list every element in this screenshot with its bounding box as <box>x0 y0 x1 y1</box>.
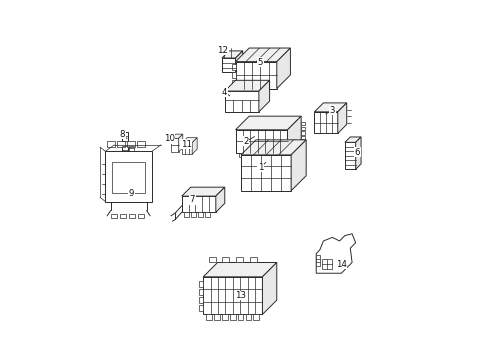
Bar <box>276 153 282 157</box>
Bar <box>253 315 259 320</box>
Polygon shape <box>222 58 235 72</box>
Bar <box>199 305 203 311</box>
Bar <box>110 214 117 218</box>
Polygon shape <box>344 137 360 142</box>
Bar <box>120 214 126 218</box>
Bar <box>128 214 135 218</box>
Bar <box>137 140 145 147</box>
Bar <box>183 212 188 217</box>
Bar <box>198 212 203 217</box>
Bar <box>107 140 115 147</box>
Polygon shape <box>112 162 144 193</box>
Text: 11: 11 <box>181 140 191 149</box>
Bar <box>266 153 273 157</box>
Bar <box>239 153 245 157</box>
Polygon shape <box>258 80 269 112</box>
Bar <box>129 142 134 151</box>
Polygon shape <box>178 134 183 152</box>
Bar <box>301 136 304 139</box>
Bar <box>231 72 235 78</box>
Polygon shape <box>287 116 301 153</box>
Text: 2: 2 <box>243 137 248 146</box>
Polygon shape <box>182 138 197 143</box>
Text: 5: 5 <box>257 58 263 67</box>
Polygon shape <box>203 277 262 315</box>
Bar <box>235 257 243 262</box>
Polygon shape <box>314 112 337 134</box>
Polygon shape <box>224 80 269 91</box>
Bar <box>214 315 219 320</box>
Polygon shape <box>241 155 290 191</box>
Bar <box>316 255 319 266</box>
Bar <box>245 315 251 320</box>
Polygon shape <box>235 51 242 72</box>
Bar <box>199 282 203 287</box>
Text: 8: 8 <box>120 130 125 139</box>
Bar <box>190 212 196 217</box>
Text: 12: 12 <box>217 46 228 55</box>
Polygon shape <box>235 48 290 62</box>
Bar <box>301 131 304 135</box>
Text: 1: 1 <box>257 163 263 172</box>
Bar <box>231 64 235 70</box>
Polygon shape <box>344 142 355 169</box>
Bar <box>127 140 135 147</box>
Polygon shape <box>290 140 305 191</box>
Text: 3: 3 <box>329 105 334 114</box>
Polygon shape <box>182 143 192 154</box>
Bar <box>229 315 235 320</box>
Polygon shape <box>171 138 178 152</box>
Bar <box>257 153 264 157</box>
Bar <box>117 140 125 147</box>
Text: 14: 14 <box>335 260 346 269</box>
Polygon shape <box>235 130 287 153</box>
Polygon shape <box>222 51 242 58</box>
Text: 9: 9 <box>128 189 134 198</box>
Bar <box>321 259 332 269</box>
Polygon shape <box>171 134 183 138</box>
Text: 10: 10 <box>163 134 174 143</box>
Polygon shape <box>276 48 290 89</box>
Bar <box>204 212 210 217</box>
Bar <box>301 127 304 130</box>
Polygon shape <box>355 137 360 169</box>
Bar <box>208 257 215 262</box>
Polygon shape <box>105 151 152 202</box>
Text: 6: 6 <box>354 148 360 157</box>
Polygon shape <box>203 262 276 277</box>
Polygon shape <box>337 103 346 134</box>
Text: 13: 13 <box>235 291 246 300</box>
Polygon shape <box>182 196 215 212</box>
Bar <box>206 315 211 320</box>
Polygon shape <box>316 234 355 273</box>
Bar <box>122 132 128 155</box>
Bar <box>237 315 243 320</box>
Polygon shape <box>235 116 301 130</box>
Bar <box>248 153 254 157</box>
Polygon shape <box>314 103 346 112</box>
Bar <box>249 257 256 262</box>
Polygon shape <box>182 187 224 196</box>
Bar <box>137 214 144 218</box>
Polygon shape <box>241 140 305 155</box>
Bar <box>199 297 203 303</box>
Polygon shape <box>215 187 224 212</box>
Text: 7: 7 <box>189 195 195 204</box>
Polygon shape <box>235 62 276 89</box>
Bar <box>199 289 203 295</box>
Bar <box>222 257 229 262</box>
Bar <box>222 315 227 320</box>
Bar <box>231 80 235 86</box>
Bar <box>301 122 304 126</box>
Polygon shape <box>224 91 258 112</box>
Polygon shape <box>192 138 197 154</box>
Polygon shape <box>262 262 276 315</box>
Text: 4: 4 <box>222 87 227 96</box>
